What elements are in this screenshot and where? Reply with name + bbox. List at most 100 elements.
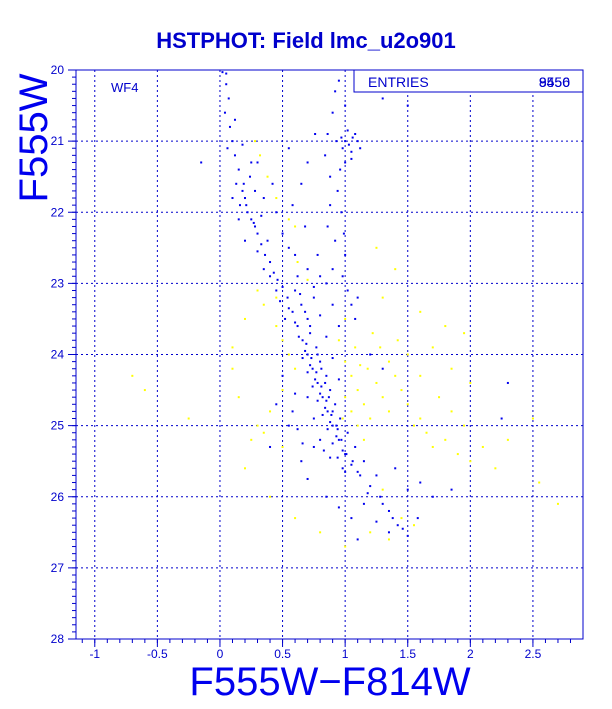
- blue-point: [266, 239, 269, 242]
- blue-point: [329, 175, 332, 178]
- blue-point: [200, 161, 203, 164]
- blue-point: [359, 474, 362, 477]
- blue-point: [241, 143, 244, 146]
- yellow-point: [244, 317, 246, 320]
- series-blue-points: [200, 71, 509, 541]
- blue-point: [299, 293, 302, 296]
- x-tick-label: 0: [217, 647, 224, 661]
- blue-point: [275, 403, 278, 406]
- yellow-point: [359, 364, 362, 367]
- yellow-point: [419, 417, 422, 420]
- blue-point: [350, 303, 353, 306]
- blue-point: [269, 275, 272, 278]
- blue-point: [260, 214, 263, 217]
- yellow-point: [281, 445, 284, 448]
- yellow-point: [366, 367, 369, 370]
- blue-point: [260, 243, 263, 246]
- yellow-point: [275, 197, 278, 200]
- yellow-point: [444, 325, 447, 328]
- blue-point: [431, 495, 434, 498]
- blue-point: [336, 428, 339, 431]
- blue-point: [341, 467, 344, 470]
- blue-point: [312, 445, 315, 448]
- blue-point: [296, 275, 299, 278]
- yellow-point: [262, 303, 265, 306]
- blue-point: [256, 250, 259, 253]
- plot-area: [75, 69, 584, 640]
- blue-point: [419, 481, 422, 484]
- blue-point: [335, 435, 338, 438]
- blue-point: [254, 225, 257, 228]
- blue-point: [235, 182, 238, 185]
- y-axis-label: F555W: [12, 73, 56, 202]
- blue-point: [350, 463, 353, 466]
- blue-point: [369, 485, 372, 488]
- x-tick-label: 0.5: [274, 647, 291, 661]
- blue-point: [366, 492, 369, 495]
- blue-point: [331, 268, 334, 271]
- blue-point: [331, 303, 334, 306]
- blue-point: [281, 374, 284, 377]
- yellow-point: [262, 431, 265, 434]
- yellow-point: [556, 502, 559, 505]
- yellow-point: [256, 289, 259, 292]
- blue-point: [233, 154, 236, 157]
- blue-point: [396, 524, 399, 527]
- blue-point: [306, 268, 309, 271]
- yellow-point: [254, 140, 257, 143]
- blue-point: [250, 218, 253, 221]
- stats-value-a: 9456: [539, 74, 570, 90]
- blue-point: [296, 428, 299, 431]
- blue-point: [416, 517, 419, 520]
- blue-point: [223, 111, 226, 114]
- blue-point: [351, 460, 354, 463]
- blue-point: [312, 417, 315, 420]
- yellow-point: [287, 353, 290, 356]
- yellow-point: [438, 396, 441, 399]
- blue-point: [344, 104, 347, 107]
- blue-point: [294, 253, 297, 256]
- blue-point: [221, 71, 224, 74]
- blue-point: [356, 470, 359, 473]
- blue-point: [227, 97, 230, 100]
- yellow-point: [256, 424, 259, 427]
- yellow-point: [356, 389, 359, 392]
- yellow-point: [381, 296, 384, 299]
- yellow-point: [294, 517, 297, 520]
- blue-point: [272, 271, 275, 274]
- blue-point: [287, 424, 290, 427]
- blue-point: [337, 79, 340, 82]
- blue-point: [362, 502, 365, 505]
- yellow-point: [275, 296, 278, 299]
- blue-point: [226, 147, 229, 150]
- blue-point: [306, 371, 309, 374]
- yellow-point: [319, 531, 322, 534]
- yellow-point: [494, 467, 497, 470]
- blue-point: [319, 392, 322, 395]
- yellow-point: [450, 367, 453, 370]
- blue-point: [340, 438, 343, 441]
- yellow-point: [354, 346, 357, 349]
- yellow-point: [296, 261, 299, 264]
- yellow-point: [394, 374, 397, 377]
- blue-point: [287, 307, 290, 310]
- blue-point: [387, 509, 390, 512]
- yellow-point: [456, 453, 459, 456]
- yellow-point: [237, 396, 240, 399]
- yellow-point: [450, 410, 453, 413]
- blue-point: [406, 488, 409, 491]
- yellow-point: [362, 438, 365, 441]
- blue-point: [275, 289, 278, 292]
- panel-annotation: WF4: [111, 80, 138, 95]
- yellow-point: [344, 317, 347, 320]
- yellow-point: [362, 403, 365, 406]
- blue-point: [340, 211, 343, 214]
- blue-point: [325, 335, 328, 338]
- yellow-point: [244, 467, 246, 470]
- blue-point: [334, 90, 337, 93]
- yellow-point: [419, 310, 422, 313]
- blue-point: [252, 221, 255, 224]
- blue-point: [233, 118, 236, 121]
- blue-point: [306, 317, 309, 320]
